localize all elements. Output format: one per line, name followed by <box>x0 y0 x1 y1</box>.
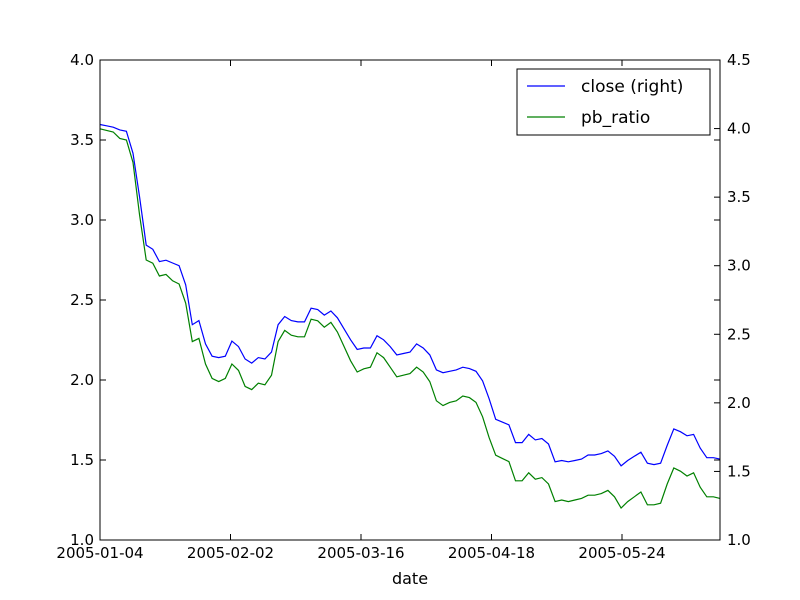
y-right-tick-label: 2.0 <box>727 394 751 412</box>
plot-area <box>99 123 721 509</box>
x-tick-label: 2005-04-18 <box>448 544 535 562</box>
y-right-tick-label: 3.5 <box>727 188 751 206</box>
axes: 1.0 1.5 2.0 2.5 3.0 3.5 4.0 1.0 1.5 2.0 2.5 3.0 3.5 4… <box>56 51 750 562</box>
y-right-tick-label: 3.0 <box>727 257 751 275</box>
y-left-tick-label: 1.5 <box>70 451 94 469</box>
y-right-tick-label: 4.5 <box>727 51 751 69</box>
y-left-tick-label: 3.5 <box>70 131 94 149</box>
x-tick-label: 2005-02-02 <box>187 544 274 562</box>
legend-label-1: pb_ratio <box>581 108 650 128</box>
y-left-tick-label: 4.0 <box>70 51 94 69</box>
y-left-tick-label: 3.0 <box>70 211 94 229</box>
legend-box <box>516 68 711 136</box>
y-right-tick-label: 2.5 <box>727 325 751 343</box>
y-right-tick-label: 1.0 <box>727 531 751 549</box>
y-right-tick-label: 4.0 <box>727 120 751 138</box>
series-line-0 <box>99 123 721 467</box>
series-line-1 <box>99 128 721 509</box>
x-axis-label: date <box>392 569 428 588</box>
legend-label-0: close (right) <box>581 77 683 97</box>
x-tick-label: 2005-01-04 <box>56 544 143 562</box>
y-left-tick-label: 2.0 <box>70 371 94 389</box>
y-left-tick-label: 2.5 <box>70 291 94 309</box>
legend: close (right) pb_ratio <box>516 68 711 136</box>
y-right-tick-label: 1.5 <box>727 462 751 480</box>
y-left-tick-label: 1.0 <box>70 531 94 549</box>
x-tick-label: 2005-03-16 <box>317 544 404 562</box>
x-tick-label: 2005-05-24 <box>578 544 665 562</box>
